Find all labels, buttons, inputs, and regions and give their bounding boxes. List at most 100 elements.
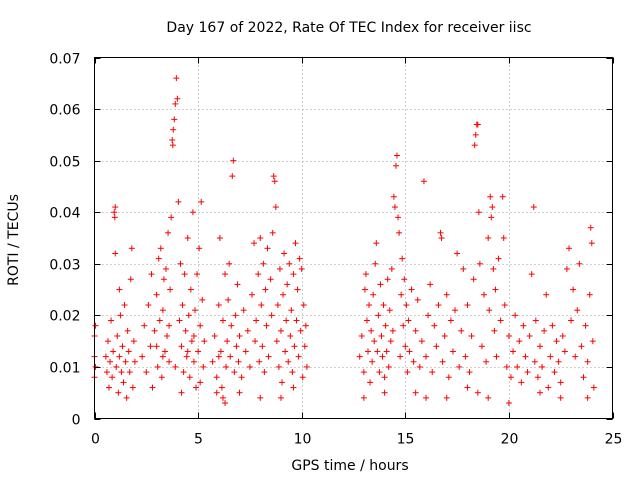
data-point	[124, 327, 131, 334]
y-tick-label: 0.05	[49, 155, 80, 171]
data-point	[403, 302, 410, 309]
data-point	[170, 126, 177, 133]
data-point	[545, 384, 552, 391]
data-point	[570, 286, 577, 293]
data-point	[117, 312, 124, 319]
data-point	[396, 229, 403, 236]
data-point	[582, 322, 589, 329]
data-point	[435, 302, 442, 309]
data-point	[157, 245, 164, 252]
data-point	[500, 235, 507, 241]
data-point	[292, 240, 299, 247]
data-point	[251, 240, 258, 247]
data-point	[505, 400, 512, 407]
data-point	[501, 302, 508, 309]
data-point	[390, 193, 397, 200]
data-point	[510, 348, 517, 355]
data-point	[488, 214, 495, 221]
data-point	[360, 369, 367, 376]
data-point	[274, 302, 281, 309]
data-point	[92, 322, 99, 329]
y-tick-label: 0.06	[49, 103, 80, 119]
data-point	[238, 374, 245, 381]
data-point	[263, 322, 270, 329]
data-point	[487, 193, 494, 200]
data-point	[375, 312, 382, 319]
data-point	[416, 363, 423, 370]
data-point	[240, 307, 247, 314]
data-point	[555, 358, 562, 365]
data-point	[174, 95, 181, 102]
data-point	[177, 260, 184, 267]
data-point	[474, 389, 481, 396]
data-point	[120, 379, 127, 386]
data-point	[387, 338, 394, 345]
data-point	[181, 271, 188, 278]
data-point	[551, 369, 558, 376]
data-point	[151, 327, 158, 334]
data-point	[194, 271, 201, 278]
data-point	[447, 317, 454, 324]
data-point	[287, 332, 294, 339]
data-point	[464, 384, 471, 391]
data-point	[584, 358, 591, 365]
data-point	[565, 245, 572, 252]
data-point	[180, 369, 187, 376]
data-point	[372, 260, 379, 267]
data-point	[380, 302, 387, 309]
data-point	[427, 281, 434, 288]
data-point	[404, 369, 411, 376]
data-point	[386, 307, 393, 314]
data-point	[526, 332, 533, 339]
data-point	[227, 353, 234, 360]
data-point	[301, 343, 308, 350]
data-point	[166, 358, 173, 365]
data-point	[373, 240, 380, 247]
data-point	[356, 353, 363, 360]
data-point	[491, 327, 498, 334]
data-point	[391, 204, 398, 211]
data-point	[226, 260, 233, 267]
data-point	[471, 142, 478, 149]
chart-title: Day 167 of 2022, Rate Of TEC Index for r…	[166, 20, 531, 36]
data-point	[131, 358, 138, 365]
x-axis-label: GPS time / hours	[291, 458, 408, 474]
data-point	[167, 286, 174, 293]
data-point	[213, 374, 220, 381]
data-point	[374, 348, 381, 355]
x-tick-label: 10	[294, 432, 312, 448]
data-point	[159, 353, 166, 360]
data-point	[102, 353, 109, 360]
data-point	[553, 338, 560, 345]
data-point	[462, 353, 469, 360]
data-point	[400, 322, 407, 329]
data-point	[478, 343, 485, 350]
data-point	[369, 358, 376, 365]
data-point	[225, 296, 232, 303]
data-point	[503, 363, 510, 370]
data-point	[201, 338, 208, 345]
data-point	[104, 338, 111, 345]
data-point	[492, 286, 499, 293]
data-point	[272, 204, 279, 211]
plot-frame	[94, 57, 613, 419]
y-tick-label: 0.04	[49, 206, 80, 222]
data-point	[483, 358, 490, 365]
data-point	[290, 384, 297, 391]
data-point	[191, 307, 198, 314]
data-point	[222, 400, 229, 407]
data-point	[158, 374, 165, 381]
data-point	[265, 353, 272, 360]
data-point	[110, 348, 117, 355]
data-point	[401, 276, 408, 283]
data-point	[532, 317, 539, 324]
grid	[94, 57, 613, 419]
data-point	[574, 307, 581, 314]
data-point	[458, 327, 465, 334]
data-point	[452, 307, 459, 314]
data-point	[286, 260, 293, 267]
data-point	[222, 271, 229, 278]
data-point	[269, 229, 276, 236]
data-point	[358, 332, 365, 339]
data-point	[130, 338, 137, 345]
